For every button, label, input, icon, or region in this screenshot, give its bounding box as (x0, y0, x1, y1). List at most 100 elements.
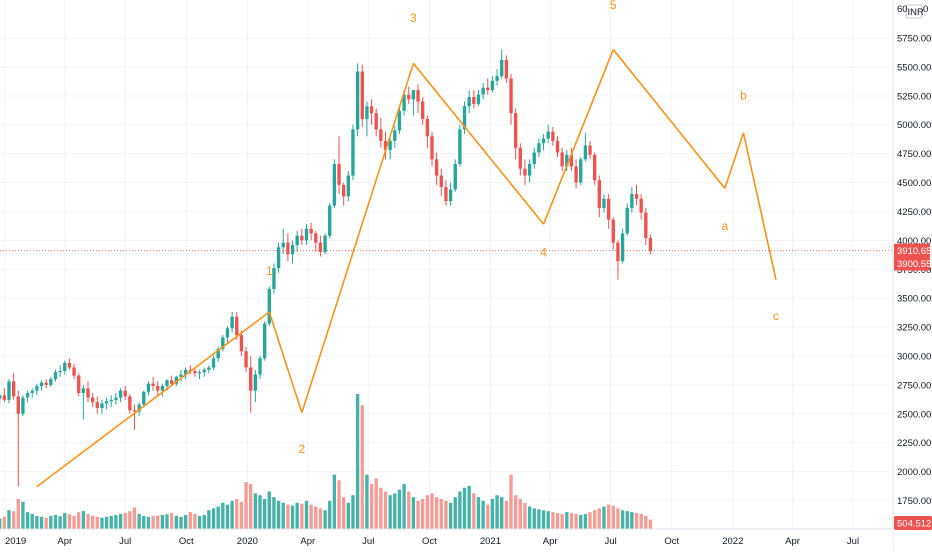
volume-bar (183, 514, 188, 529)
candle-body (318, 242, 323, 252)
wave-labels: 1 2 3 4 5 a b c (266, 0, 779, 456)
wave-label-c: c (773, 309, 779, 323)
volume-bar (197, 515, 202, 529)
price-tick-label: 2750.00 (897, 380, 931, 391)
wave-label-1: 1 (266, 264, 273, 278)
volume-bar (593, 510, 597, 529)
candle-body (67, 362, 72, 368)
volume-bar (369, 484, 374, 529)
candle-body (541, 138, 546, 144)
volume-bar (104, 516, 109, 529)
price-tick-label: 3000.00 (897, 351, 931, 362)
time-tick-label: 2020 (237, 536, 258, 547)
volume-bar (523, 502, 527, 529)
volume-bar (648, 519, 653, 529)
prev-close-tag-text: 3900.55 (897, 259, 931, 270)
candle-body (411, 90, 416, 100)
volume-bar (318, 508, 323, 529)
volume-bar (63, 513, 67, 529)
volume-bar (207, 510, 211, 529)
volume-bar (490, 499, 495, 529)
candle-body (211, 358, 216, 368)
candle-body (351, 129, 355, 176)
volume-bar (500, 497, 504, 529)
candle-body (137, 404, 141, 412)
volume-bar (337, 480, 341, 529)
candle-body (369, 106, 374, 114)
candle-body (439, 175, 443, 188)
volume-bar (555, 513, 560, 529)
candle-body (35, 386, 39, 391)
volume-bar (425, 495, 430, 529)
price-axis-top-fragment: 60 (897, 4, 908, 15)
candle-body (569, 154, 574, 167)
candle-body (281, 242, 285, 248)
candle-body (174, 376, 178, 384)
candle-body (504, 59, 509, 79)
last-price-tag (894, 243, 930, 258)
candle-body (341, 184, 346, 197)
candlesticks (0, 49, 653, 487)
candle-body (393, 130, 397, 141)
currency-badge[interactable]: INR (905, 4, 924, 19)
volume-bar (146, 516, 151, 529)
time-axis[interactable] (0, 529, 893, 550)
volume-bar (267, 491, 271, 529)
volume-bar (58, 516, 62, 529)
volume-bar (7, 510, 11, 529)
wave-segment (742, 132, 777, 280)
wave-label-2: 2 (298, 442, 305, 456)
candle-body (425, 118, 430, 137)
candle-body (100, 403, 104, 408)
volume-bar (11, 511, 16, 529)
candle-body (267, 288, 271, 324)
candle-body (620, 233, 625, 262)
wave-segment (724, 132, 745, 189)
candle-body (286, 242, 290, 255)
candle-body (597, 180, 602, 208)
price-tick-label: 4250.00 (897, 207, 931, 218)
volume-bar (132, 507, 137, 529)
candle-body (560, 152, 564, 167)
candle-body (249, 367, 253, 391)
wave-label-a: a (721, 219, 728, 233)
time-tick-label: Jul (119, 536, 131, 547)
price-tick-label: 3250.00 (897, 323, 931, 334)
candle-body (537, 143, 541, 153)
candle-body (309, 228, 313, 234)
volume-bar (300, 503, 304, 529)
time-tick-label: Jul (847, 536, 859, 547)
elliott-wave-lines (36, 49, 777, 488)
volume-bar (328, 500, 332, 529)
candle-body (86, 388, 90, 398)
volume-bar (90, 515, 95, 529)
volume-bar (151, 515, 155, 529)
candle-body (434, 159, 439, 176)
volume-bar (486, 504, 490, 529)
time-tick-label: 2022 (722, 536, 743, 547)
candle-body (453, 164, 457, 190)
volume-bar (518, 499, 522, 529)
time-tick-label: Oct (422, 536, 437, 547)
volume-bar (625, 511, 629, 529)
candle-body (606, 198, 611, 220)
volume-bar (109, 515, 113, 529)
volume-tag (894, 516, 932, 530)
volume-bar (16, 499, 20, 529)
candle-body (355, 71, 360, 130)
volume-bar (383, 491, 388, 529)
volume-bar (244, 482, 248, 529)
volume-bar (393, 493, 397, 529)
volume-bar (620, 510, 625, 529)
candle-body (132, 410, 137, 412)
time-tick-label: 2021 (480, 536, 501, 547)
candle-body (295, 235, 299, 245)
volume-bar (467, 485, 471, 529)
price-axis[interactable] (893, 0, 932, 550)
candle-body (444, 187, 448, 202)
candle-body (407, 94, 411, 100)
price-tick-label: 1750.00 (897, 496, 931, 507)
volume-bar (81, 511, 86, 529)
